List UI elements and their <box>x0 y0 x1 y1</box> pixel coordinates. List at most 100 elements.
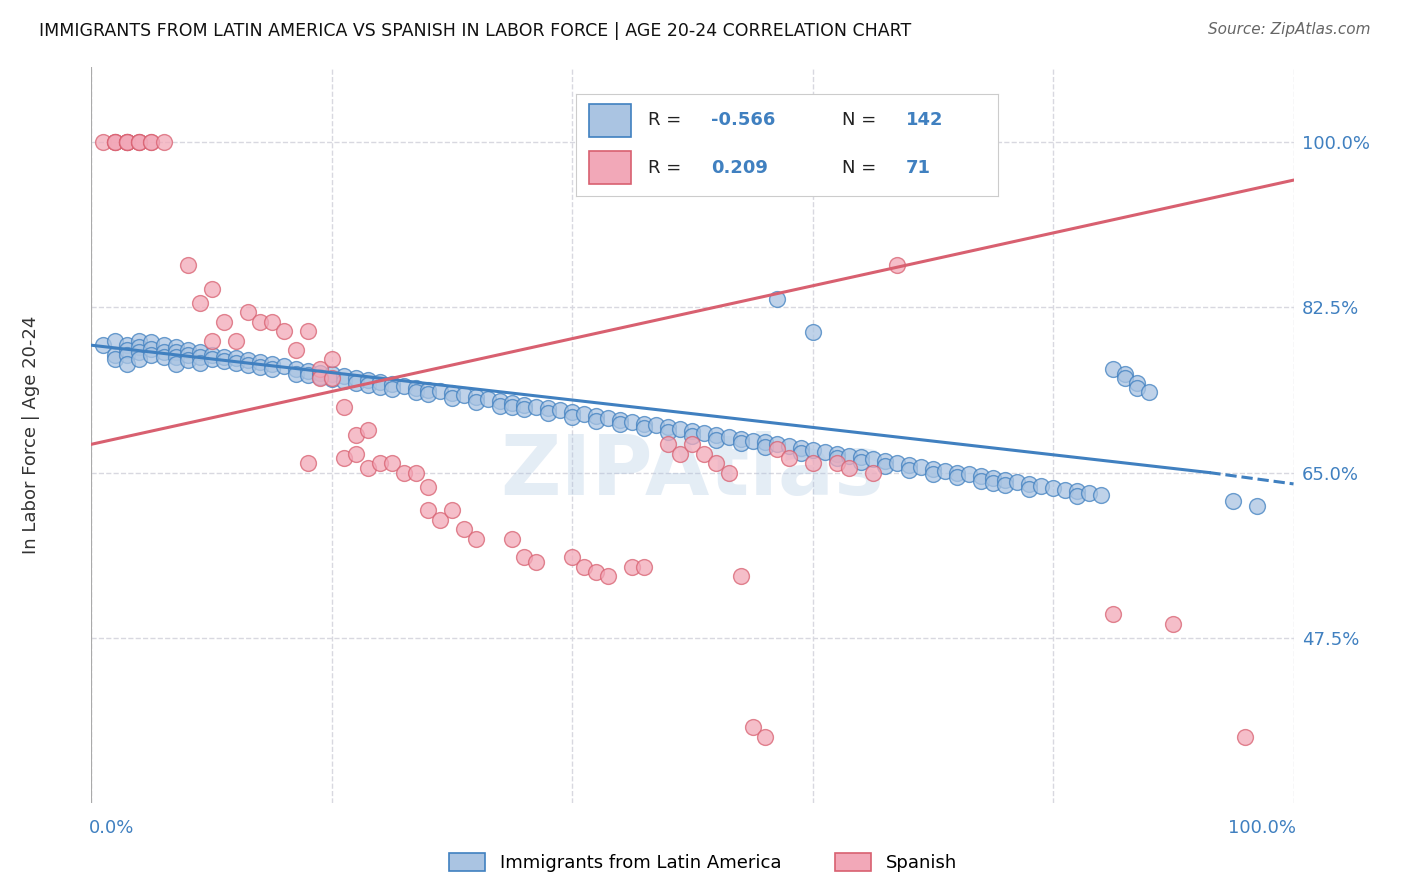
Point <box>212 354 235 368</box>
Text: 100.0%: 100.0% <box>1227 819 1296 837</box>
Point <box>765 442 787 456</box>
Point <box>873 458 896 473</box>
Point <box>284 361 307 376</box>
Point <box>368 375 391 389</box>
Point <box>922 467 945 481</box>
Point <box>104 334 127 348</box>
Point <box>897 463 920 477</box>
Point <box>934 464 956 478</box>
Point <box>381 376 404 391</box>
Point <box>1234 730 1257 744</box>
Point <box>1054 483 1077 497</box>
Text: R =: R = <box>648 159 693 177</box>
Point <box>440 391 463 405</box>
Point <box>152 136 174 150</box>
Point <box>501 401 523 415</box>
Point <box>477 392 499 406</box>
Point <box>910 459 932 474</box>
Point <box>416 503 439 517</box>
Point <box>814 445 837 459</box>
Point <box>344 376 367 390</box>
Point <box>93 136 115 150</box>
Point <box>357 423 380 437</box>
Point <box>922 462 945 476</box>
Point <box>152 344 174 359</box>
Point <box>128 136 150 150</box>
Point <box>1066 489 1088 503</box>
Point <box>886 258 908 272</box>
Point <box>1222 494 1244 508</box>
Point <box>970 474 993 488</box>
Point <box>801 456 824 470</box>
Point <box>297 368 319 383</box>
Point <box>765 437 787 451</box>
Point <box>754 440 776 454</box>
Point <box>176 353 198 368</box>
Point <box>730 432 752 446</box>
Point <box>561 405 583 419</box>
Point <box>104 136 127 150</box>
Point <box>981 471 1004 485</box>
Point <box>561 550 583 565</box>
Text: N =: N = <box>842 159 889 177</box>
Point <box>537 401 560 416</box>
Point <box>465 532 488 546</box>
Point <box>165 344 187 359</box>
Text: 0.209: 0.209 <box>711 159 768 177</box>
Point <box>273 324 295 338</box>
Point <box>117 348 139 362</box>
Point <box>1126 376 1149 390</box>
Point <box>141 136 163 150</box>
Point <box>994 478 1017 492</box>
Point <box>1137 385 1160 400</box>
Point <box>825 451 848 466</box>
Point <box>609 417 631 432</box>
Point <box>333 369 356 384</box>
Point <box>657 420 679 434</box>
Point <box>754 730 776 744</box>
Point <box>1114 371 1136 385</box>
Point <box>465 394 488 409</box>
Point <box>609 413 631 427</box>
Point <box>561 409 583 424</box>
Point <box>585 414 607 428</box>
Point <box>128 334 150 348</box>
Point <box>321 372 343 386</box>
Point <box>429 513 451 527</box>
Point <box>994 473 1017 487</box>
Point <box>440 386 463 401</box>
Point <box>357 461 380 475</box>
Point <box>128 352 150 367</box>
Point <box>1126 381 1149 395</box>
Point <box>585 565 607 579</box>
Point <box>308 361 330 376</box>
Point <box>357 373 380 387</box>
Point <box>188 295 211 310</box>
Point <box>946 466 969 480</box>
Point <box>524 555 547 569</box>
Point <box>621 415 644 429</box>
Point <box>236 353 259 368</box>
Point <box>344 447 367 461</box>
Point <box>730 569 752 583</box>
Point <box>176 343 198 357</box>
Point <box>225 334 247 348</box>
Point <box>117 357 139 371</box>
Point <box>765 292 787 306</box>
Point <box>152 338 174 352</box>
Point <box>598 569 620 583</box>
Point <box>970 469 993 483</box>
Point <box>104 352 127 367</box>
Point <box>104 348 127 362</box>
Point <box>249 355 271 369</box>
Point <box>416 480 439 494</box>
Point <box>128 136 150 150</box>
Point <box>128 340 150 354</box>
Point <box>321 368 343 382</box>
Point <box>1102 361 1125 376</box>
Point <box>128 136 150 150</box>
Point <box>1066 484 1088 499</box>
Point <box>260 361 283 376</box>
Text: 0.0%: 0.0% <box>89 819 135 837</box>
Point <box>633 417 655 431</box>
